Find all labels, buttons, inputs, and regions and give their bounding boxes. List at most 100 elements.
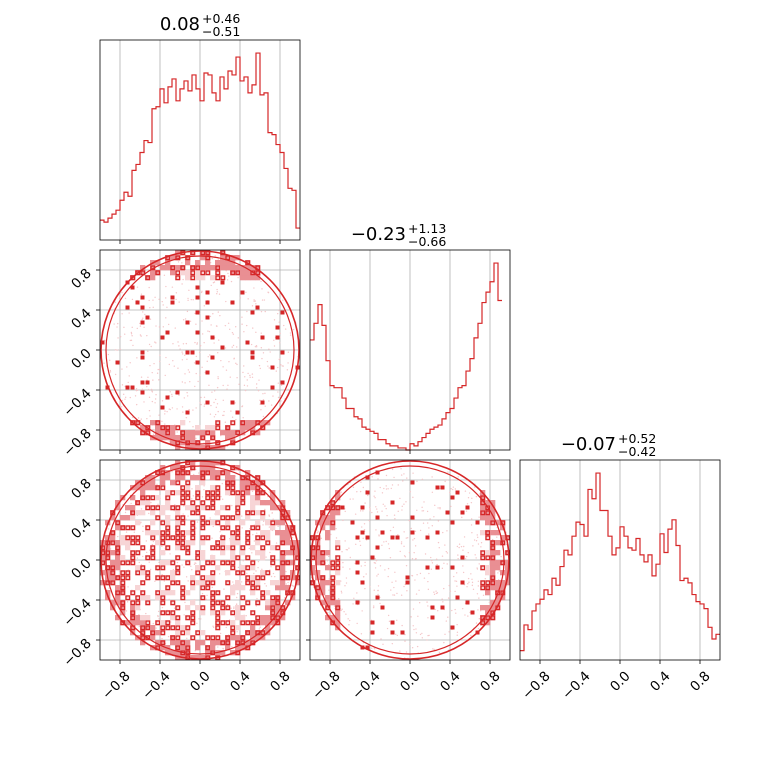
sample-point [388, 620, 391, 623]
density-cell [215, 640, 221, 646]
sample-point [291, 584, 293, 587]
sample-point [421, 637, 424, 639]
contour-line [195, 510, 201, 516]
density-cell [240, 425, 246, 431]
density-cell [310, 555, 316, 561]
contour-line [185, 470, 191, 476]
contour-line [135, 570, 141, 576]
contour-line [160, 625, 166, 631]
density-cell [290, 525, 296, 531]
density-cell [190, 530, 196, 536]
sample-point [217, 376, 219, 378]
contour-line [205, 270, 211, 276]
density-cell [135, 605, 141, 611]
contour-line [180, 545, 186, 551]
density-cell [150, 485, 156, 491]
contour-blob [375, 595, 380, 600]
sample-point [466, 503, 469, 505]
density-cell [195, 580, 201, 586]
sample-point [437, 520, 440, 522]
density-cell [185, 540, 191, 546]
sample-point [265, 556, 267, 558]
sample-point [152, 428, 154, 431]
density-cell [240, 275, 246, 281]
sample-point [136, 389, 139, 392]
density-cell [110, 515, 116, 521]
density-cell [250, 420, 256, 426]
contour-line [125, 570, 131, 576]
density-cell [140, 480, 146, 486]
density-cell [335, 570, 341, 576]
density-cell [335, 505, 341, 511]
sample-point [134, 395, 137, 397]
density-cell [230, 545, 236, 551]
density-cell [320, 580, 326, 586]
sample-point [231, 346, 233, 348]
density-cell [115, 555, 121, 561]
sample-point [280, 384, 283, 386]
contour-line [145, 505, 151, 511]
density-cell [315, 570, 321, 576]
contour-line [270, 555, 276, 561]
density-cell [115, 575, 121, 581]
sample-point [456, 634, 458, 636]
contour-line [175, 525, 181, 531]
sample-point [181, 283, 183, 285]
contour-line [125, 535, 131, 541]
sample-point [242, 371, 244, 374]
contour-line [490, 580, 496, 586]
sample-point [234, 402, 236, 404]
density-cell [185, 435, 191, 441]
density-cell [235, 640, 241, 646]
density-cell [250, 430, 256, 436]
sample-point [482, 594, 485, 596]
density-cell [320, 560, 326, 566]
sample-point [136, 286, 139, 288]
sample-point [352, 603, 354, 605]
density-cell [240, 480, 246, 486]
sample-point [236, 346, 238, 348]
sample-point [426, 639, 428, 641]
sample-point [379, 602, 381, 605]
sample-point [399, 650, 401, 652]
density-cell [495, 580, 501, 586]
sample-point [422, 522, 425, 524]
contour-blob [375, 545, 380, 550]
sample-point [474, 554, 476, 556]
sample-point [194, 562, 196, 564]
sample-point [333, 605, 336, 607]
sample-point [342, 561, 344, 564]
contour-line [210, 595, 216, 601]
sample-point [117, 337, 119, 339]
sample-point [148, 561, 150, 563]
sample-point [447, 597, 450, 599]
contour-line [175, 570, 181, 576]
sample-point [402, 480, 404, 482]
sample-point [388, 547, 391, 550]
sample-point [268, 348, 270, 350]
sample-point [185, 416, 188, 419]
contour-line [145, 495, 151, 501]
sample-point [178, 301, 180, 303]
density-cell [175, 475, 181, 481]
sample-point [140, 521, 142, 523]
density-cell [200, 470, 206, 476]
sample-point [166, 410, 168, 413]
sample-point [154, 398, 157, 400]
density-cell [165, 430, 171, 436]
sample-point [282, 365, 284, 367]
contour-line [490, 520, 496, 526]
density-cell [195, 440, 201, 446]
density-cell [265, 530, 271, 536]
contour-blob [475, 520, 480, 525]
density-cell [265, 605, 271, 611]
sample-point [199, 374, 201, 376]
sample-point [126, 601, 129, 603]
sample-point [292, 328, 295, 331]
contour-line [180, 590, 186, 596]
sample-point [268, 491, 271, 493]
density-cell [220, 545, 226, 551]
sample-point [264, 582, 266, 585]
sample-point [127, 381, 129, 384]
density-cell [235, 430, 241, 436]
